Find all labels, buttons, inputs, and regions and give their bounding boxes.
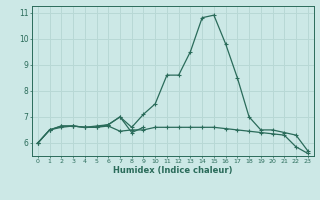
X-axis label: Humidex (Indice chaleur): Humidex (Indice chaleur) (113, 166, 233, 175)
